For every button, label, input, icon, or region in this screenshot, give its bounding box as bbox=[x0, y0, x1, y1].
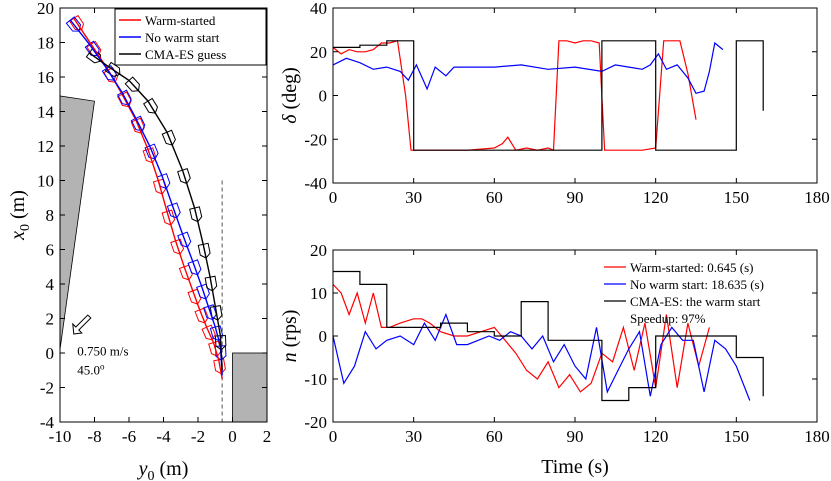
delta-xtick-label: 120 bbox=[643, 188, 669, 207]
trajectory-series-cma-es-guess bbox=[88, 52, 223, 371]
trajectory-xlabel: y0 (m) bbox=[137, 458, 189, 481]
rps-ytick-label: 10 bbox=[310, 284, 327, 303]
rps-legend-label: CMA-ES: the warm start bbox=[630, 294, 761, 309]
trajectory-ytick-label: 14 bbox=[37, 103, 55, 122]
trajectory-ytick-label: 0 bbox=[46, 344, 55, 363]
trajectory-ytick-label: 18 bbox=[37, 34, 54, 53]
rps-xtick-label: 90 bbox=[567, 427, 584, 446]
rps-xtick-label: 120 bbox=[643, 427, 669, 446]
delta-xtick-label: 60 bbox=[486, 188, 503, 207]
trajectory-ytick-label: 16 bbox=[37, 68, 54, 87]
delta-series-warm-started bbox=[332, 40, 697, 152]
delta-ytick-label: 20 bbox=[310, 43, 327, 62]
obstacle-right bbox=[232, 352, 268, 423]
delta-ylabel: δ (deg) bbox=[279, 67, 301, 124]
delta-ytick-label: 0 bbox=[319, 87, 328, 106]
trajectory-ytick-label: 2 bbox=[46, 310, 55, 329]
trajectory-xtick-label: -8 bbox=[87, 427, 101, 446]
delta-ytick-label: -40 bbox=[304, 174, 327, 193]
rps-ytick-label: -20 bbox=[304, 413, 327, 432]
delta-ytick-label: -20 bbox=[304, 130, 327, 149]
rps-ytick-label: -10 bbox=[304, 370, 327, 389]
trajectory-xtick-label: -10 bbox=[49, 427, 72, 446]
rps-ytick-label: 0 bbox=[319, 327, 328, 346]
rps-xlabel: Time (s) bbox=[541, 456, 609, 478]
rps-ytick-label: 20 bbox=[310, 241, 327, 260]
trajectory-xlabel-part: (m) bbox=[155, 458, 189, 480]
rps-axes-frame bbox=[332, 249, 818, 423]
current-speed-label: 0.750 m/s bbox=[77, 343, 128, 358]
trajectory-ytick-label: 8 bbox=[46, 206, 55, 225]
delta-xtick-label: 30 bbox=[405, 188, 422, 207]
trajectory-ylabel-part: 0 bbox=[18, 224, 33, 231]
trajectory-legend-label: No warm start bbox=[145, 30, 220, 45]
delta-xtick-label: 90 bbox=[567, 188, 584, 207]
trajectory-xtick-label: -2 bbox=[191, 427, 205, 446]
rps-series-cma-es-guess bbox=[333, 270, 764, 402]
rps-ylabel-part: (rps) bbox=[279, 310, 301, 353]
trajectory-series-warm-started bbox=[73, 18, 223, 380]
rps-legend-label: No warm start: 18.635 (s) bbox=[630, 277, 764, 292]
trajectory-xlabel-part: y bbox=[137, 458, 148, 480]
trajectory-ylabel-part: (m) bbox=[7, 190, 29, 224]
current-angle-unit: o bbox=[100, 362, 105, 372]
delta-xtick-label: 180 bbox=[804, 188, 830, 207]
rps-ylabel-part: n bbox=[279, 352, 301, 362]
rps-legend-label: Warm-started: 0.645 (s) bbox=[630, 260, 754, 275]
trajectory-legend-label: Warm-started bbox=[145, 13, 216, 28]
rps-legend-label: Speedup: 97% bbox=[630, 311, 706, 326]
trajectory-ytick-label: -2 bbox=[40, 379, 54, 398]
delta-series-cma-es-guess bbox=[333, 40, 764, 151]
trajectory-xtick-label: -4 bbox=[156, 427, 171, 446]
delta-series-no-warm-start bbox=[332, 41, 724, 95]
rps-xtick-label: 150 bbox=[724, 427, 750, 446]
trajectory-xtick-label: 2 bbox=[263, 427, 272, 446]
obstacle-left bbox=[59, 95, 95, 350]
trajectory-xlabel-part: 0 bbox=[148, 469, 155, 481]
trajectory-ytick-label: 6 bbox=[46, 241, 55, 260]
rps-ylabel: n (rps) bbox=[279, 310, 301, 363]
rps-xtick-label: 0 bbox=[329, 427, 338, 446]
trajectory-xtick-label: 0 bbox=[228, 427, 237, 446]
rps-xtick-label: 60 bbox=[486, 427, 503, 446]
trajectory-ytick-label: 4 bbox=[46, 275, 55, 294]
trajectory-ylabel: x0 (m) bbox=[7, 190, 33, 241]
delta-ylabel-part: (deg) bbox=[279, 67, 301, 114]
delta-xtick-label: 150 bbox=[724, 188, 750, 207]
trajectory-series-no-warm-start bbox=[69, 19, 223, 376]
trajectory-ytick-label: 10 bbox=[37, 172, 54, 191]
trajectory-legend-label: CMA-ES guess bbox=[145, 47, 226, 62]
trajectory-ytick-label: 12 bbox=[37, 137, 54, 156]
delta-xtick-label: 0 bbox=[329, 188, 338, 207]
rps-xtick-label: 180 bbox=[804, 427, 830, 446]
trajectory-ytick-label: -4 bbox=[40, 413, 55, 432]
current-angle-label: 45.0o bbox=[77, 362, 105, 378]
rps-series-warm-started bbox=[332, 283, 710, 393]
trajectory-ylabel-part: x bbox=[7, 231, 29, 241]
current-direction-arrow bbox=[72, 314, 92, 335]
ship-outline-warm-started bbox=[68, 14, 85, 31]
delta-ytick-label: 40 bbox=[310, 0, 327, 18]
trajectory-xtick-label: -6 bbox=[122, 427, 136, 446]
trajectory-ytick-label: 20 bbox=[37, 0, 54, 18]
rps-xtick-label: 30 bbox=[405, 427, 422, 446]
delta-ylabel-part: δ bbox=[279, 114, 301, 124]
